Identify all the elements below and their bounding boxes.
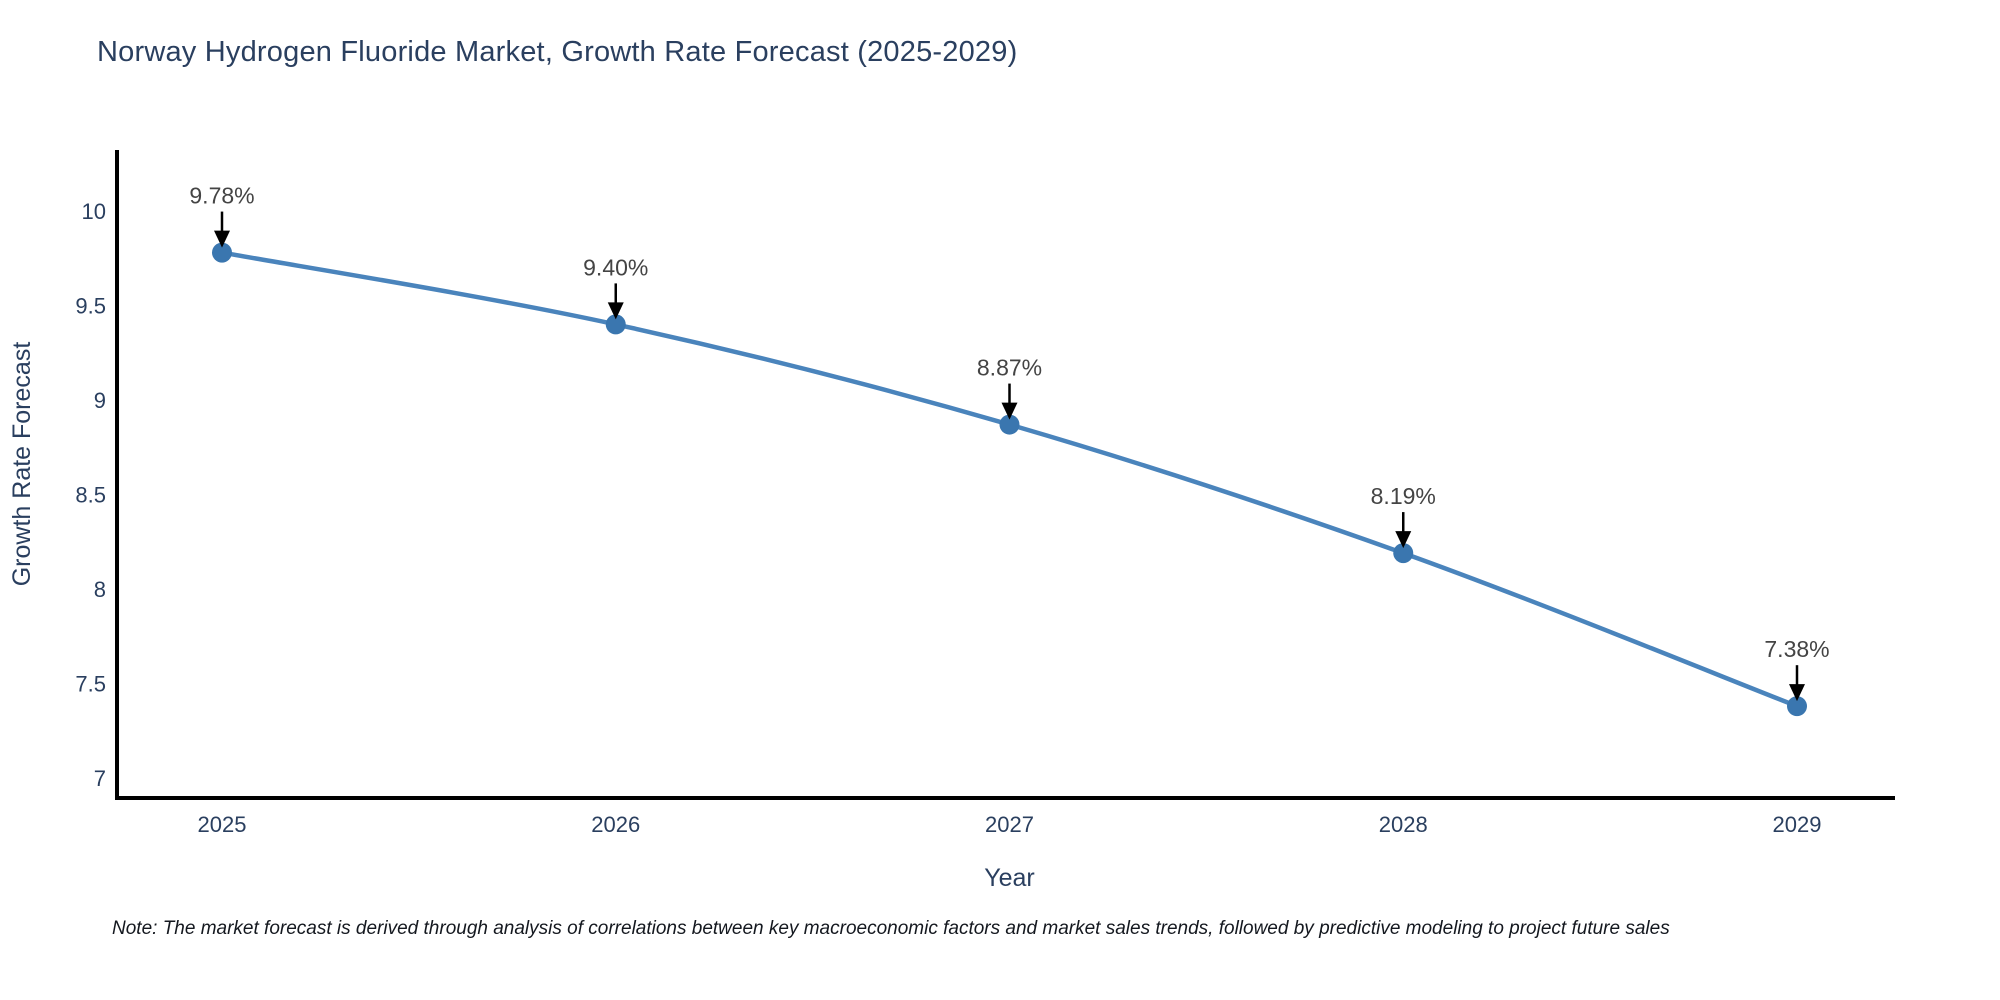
y-tick-label: 9 <box>94 388 106 413</box>
y-tick-label: 8 <box>94 577 106 602</box>
data-point-marker <box>605 314 626 335</box>
chart-note: Note: The market forecast is derived thr… <box>112 918 1670 939</box>
x-axis-title: Year <box>984 864 1035 892</box>
chart-title: Norway Hydrogen Fluoride Market, Growth … <box>97 36 1018 68</box>
data-point-label: 7.38% <box>1764 636 1829 662</box>
x-tick-label: 2025 <box>198 812 247 837</box>
data-point-marker <box>999 414 1020 435</box>
annotation-arrowhead-icon <box>1001 402 1018 420</box>
trend-line <box>219 250 1800 709</box>
y-tick-label: 7 <box>94 766 106 791</box>
y-axis-title: Growth Rate Forecast <box>8 342 36 587</box>
y-tick-label: 8.5 <box>75 483 106 508</box>
annotation-arrowhead-icon <box>214 230 230 248</box>
y-tick-label: 7.5 <box>75 672 106 697</box>
data-point-marker <box>212 242 232 263</box>
data-point-label: 8.19% <box>1371 483 1436 509</box>
annotation-arrowhead-icon <box>607 302 624 320</box>
y-tick-label: 10 <box>82 199 106 224</box>
data-point-marker <box>1393 543 1414 564</box>
data-point-marker <box>1787 696 1807 717</box>
annotation-arrowhead-icon <box>1789 684 1805 702</box>
x-tick-label: 2029 <box>1773 812 1822 837</box>
data-point-label: 8.87% <box>977 355 1042 381</box>
data-point-label: 9.78% <box>189 183 254 209</box>
x-tick-label: 2027 <box>985 812 1034 837</box>
x-tick-label: 2026 <box>591 812 640 837</box>
annotation-arrowhead-icon <box>1395 531 1412 549</box>
data-point-label: 9.40% <box>583 254 648 280</box>
y-tick-label: 9.5 <box>75 294 106 319</box>
x-tick-label: 2028 <box>1379 812 1428 837</box>
